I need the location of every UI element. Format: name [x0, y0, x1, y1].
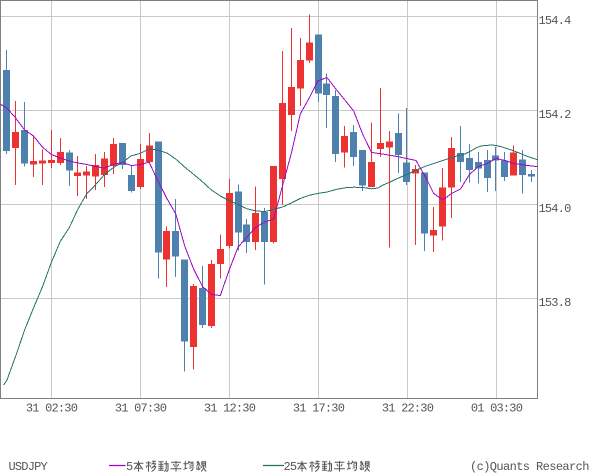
- svg-text:31 02:30: 31 02:30: [26, 402, 78, 416]
- svg-text:USDJPY: USDJPY: [9, 460, 48, 474]
- svg-text:5: 5: [126, 460, 133, 474]
- svg-text:153.8: 153.8: [539, 296, 572, 310]
- svg-text:31 17:30: 31 17:30: [293, 402, 345, 416]
- svg-text:154.0: 154.0: [539, 202, 572, 216]
- svg-text:31 07:30: 31 07:30: [115, 402, 167, 416]
- svg-text:154.4: 154.4: [539, 14, 572, 28]
- svg-text:31 12:30: 31 12:30: [204, 402, 256, 416]
- svg-text:31 22:30: 31 22:30: [382, 402, 434, 416]
- svg-text:154.2: 154.2: [539, 108, 572, 122]
- svg-text:(c)Quants Research: (c)Quants Research: [470, 460, 589, 474]
- svg-text:25: 25: [284, 460, 297, 474]
- svg-text:01 03:30: 01 03:30: [471, 402, 523, 416]
